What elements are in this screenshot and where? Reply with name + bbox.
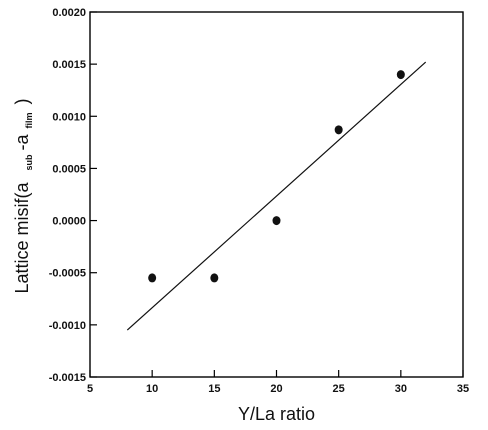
y-axis-label-main: Lattice misif(a: [12, 182, 32, 294]
y-tick-label: -0.0010: [49, 320, 86, 332]
x-tick-label: 10: [146, 383, 158, 395]
data-point: [272, 216, 281, 226]
plot-frame: [89, 11, 464, 378]
fit-line: [126, 61, 427, 331]
x-tick-label: 25: [333, 383, 345, 395]
y-axis-label-close: ): [12, 98, 32, 104]
y-tick-label: 0.0015: [52, 59, 86, 71]
y-tick-label: 0.0000: [52, 216, 86, 228]
x-tick-label: 20: [270, 383, 282, 395]
y-tick-label: 0.0020: [52, 7, 86, 19]
y-axis-label: Lattice misif(a sub -a film ): [12, 98, 36, 293]
x-tick-label: 30: [395, 383, 407, 395]
y-tick-label: 0.0010: [52, 111, 86, 123]
y-axis-ticks: -0.0015 -0.0010 -0.0005 0.0000 0.0005 0.0010 0…: [49, 7, 97, 384]
x-tick-label: 5: [87, 383, 93, 395]
y-axis-label-sub1: sub: [24, 154, 34, 171]
y-tick-label: -0.0015: [49, 372, 86, 384]
data-point: [334, 125, 343, 135]
x-tick-label: 35: [457, 383, 469, 395]
data-point: [148, 273, 157, 283]
x-axis-label: Y/La ratio: [238, 404, 315, 424]
x-tick-label: 15: [208, 383, 220, 395]
y-axis-label-mid: -a: [12, 133, 32, 150]
y-tick-label: -0.0005: [49, 268, 86, 280]
data-point: [396, 70, 405, 80]
data-point: [210, 273, 219, 283]
y-axis-label-sub2: film: [24, 112, 34, 128]
data-marks: [126, 61, 427, 331]
x-axis-ticks: 5 10 15 20 25 30 35: [87, 370, 469, 395]
y-tick-label: 0.0005: [52, 163, 86, 175]
